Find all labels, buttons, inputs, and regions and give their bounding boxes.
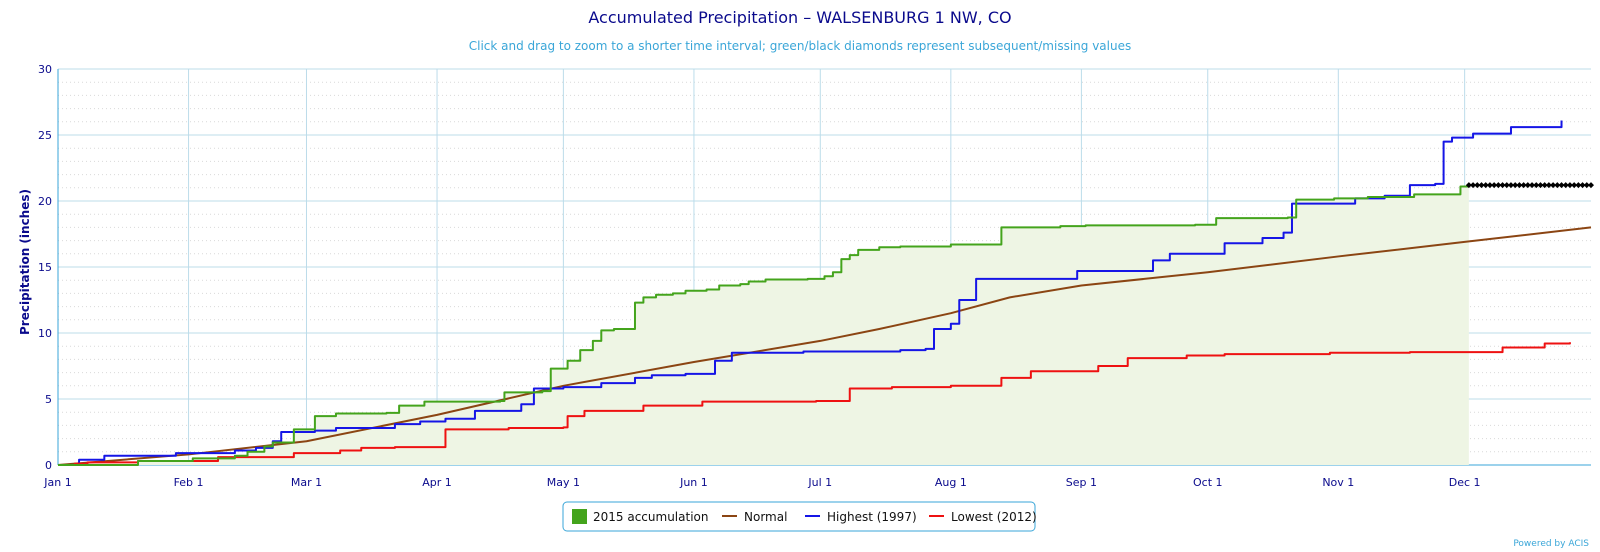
y-tick-label: 30 (38, 63, 52, 76)
x-tick-label: Jul 1 (807, 476, 832, 489)
x-tick-label: Mar 1 (291, 476, 322, 489)
legend-label-highest: Highest (1997) (827, 510, 917, 524)
missing-value-marker[interactable] (1533, 182, 1540, 189)
legend-item-normal[interactable]: Normal (722, 510, 787, 524)
missing-value-marker[interactable] (1571, 182, 1578, 189)
missing-value-marker[interactable] (1529, 182, 1536, 189)
missing-value-marker[interactable] (1537, 182, 1544, 189)
missing-value-marker[interactable] (1486, 182, 1493, 189)
missing-value-marker[interactable] (1583, 182, 1590, 189)
missing-value-marker[interactable] (1512, 182, 1519, 189)
missing-value-marker[interactable] (1482, 182, 1489, 189)
y-tick-label: 10 (38, 327, 52, 340)
missing-value-marker[interactable] (1503, 182, 1510, 189)
legend-label-lowest: Lowest (2012) (951, 510, 1037, 524)
missing-value-marker[interactable] (1495, 182, 1502, 189)
x-tick-label: Sep 1 (1066, 476, 1097, 489)
missing-value-marker[interactable] (1491, 182, 1498, 189)
missing-value-marker[interactable] (1566, 182, 1573, 189)
missing-value-marker[interactable] (1516, 182, 1523, 189)
missing-value-marker[interactable] (1470, 182, 1477, 189)
chart-subtitle: Click and drag to zoom to a shorter time… (469, 39, 1131, 53)
missing-value-marker[interactable] (1550, 182, 1557, 189)
x-tick-label: Feb 1 (174, 476, 204, 489)
legend-swatch-2015 (572, 509, 587, 524)
missing-value-marker[interactable] (1499, 182, 1506, 189)
y-tick-label: 5 (45, 393, 52, 406)
missing-value-marker[interactable] (1558, 182, 1565, 189)
missing-value-marker[interactable] (1545, 182, 1552, 189)
chart-title: Accumulated Precipitation – WALSENBURG 1… (588, 8, 1011, 27)
x-tick-label: Jan 1 (43, 476, 71, 489)
x-tick-label: Aug 1 (935, 476, 967, 489)
missing-value-marker[interactable] (1507, 182, 1514, 189)
x-tick-label: Dec 1 (1449, 476, 1481, 489)
series-2015-area (58, 185, 1469, 465)
missing-value-marker[interactable] (1465, 182, 1472, 189)
x-tick-label: Oct 1 (1193, 476, 1223, 489)
series-lowest-line[interactable] (58, 342, 1571, 466)
missing-value-marker[interactable] (1588, 182, 1594, 189)
y-tick-label: 15 (38, 261, 52, 274)
missing-value-marker[interactable] (1579, 182, 1586, 189)
series-2015-line[interactable] (58, 185, 1470, 466)
x-tick-label: Jun 1 (679, 476, 708, 489)
missing-value-marker[interactable] (1524, 182, 1531, 189)
legend: 2015 accumulation Normal Highest (1997) … (562, 501, 1037, 532)
x-tick-label: Apr 1 (422, 476, 452, 489)
missing-value-marker[interactable] (1478, 182, 1485, 189)
missing-value-marker[interactable] (1474, 182, 1481, 189)
y-tick-label: 20 (38, 195, 52, 208)
credit-link[interactable]: Powered by ACIS (1513, 539, 1589, 549)
legend-label-normal: Normal (744, 510, 787, 524)
legend-item-lowest[interactable]: Lowest (2012) (929, 510, 1037, 524)
y-axis-label: Precipitation (inches) (18, 189, 32, 335)
y-tick-label: 0 (45, 459, 52, 472)
missing-value-marker[interactable] (1562, 182, 1569, 189)
missing-value-marker[interactable] (1575, 182, 1582, 189)
x-tick-label: May 1 (547, 476, 580, 489)
plot-area[interactable]: 0 5 10 15 20 25 30 Jan 1 Feb 1 Mar 1 Apr 1 May 1 Jun… (38, 63, 1594, 489)
y-tick-label: 25 (38, 129, 52, 142)
legend-box (562, 501, 1036, 532)
series-highest-line[interactable] (58, 120, 1563, 466)
missing-value-marker[interactable] (1541, 182, 1548, 189)
legend-item-highest[interactable]: Highest (1997) (805, 510, 917, 524)
missing-value-marker[interactable] (1554, 182, 1561, 189)
legend-item-2015-accumulation[interactable]: 2015 accumulation (572, 509, 708, 524)
missing-value-marker[interactable] (1520, 182, 1527, 189)
series-normal-line[interactable] (57, 226, 1592, 466)
legend-label-2015: 2015 accumulation (593, 510, 708, 524)
x-tick-label: Nov 1 (1322, 476, 1354, 489)
